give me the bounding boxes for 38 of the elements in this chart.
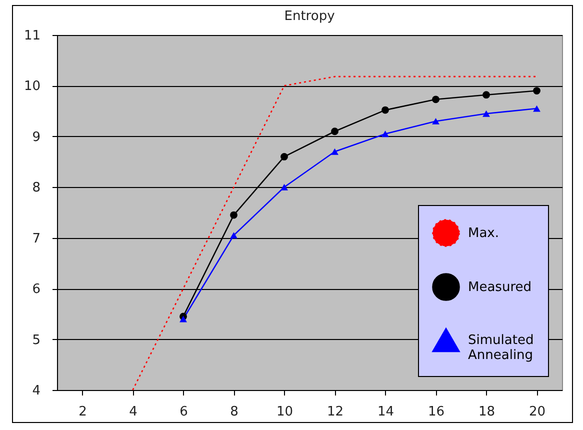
x-tick-label: 18	[478, 404, 496, 420]
legend-label: Simulated Annealing	[468, 333, 534, 363]
point	[331, 128, 338, 136]
x-tick-label: 16	[428, 404, 445, 420]
point	[280, 153, 288, 160]
line-series	[132, 76, 538, 391]
point	[280, 184, 288, 190]
y-tick-label: 7	[32, 231, 40, 246]
point	[382, 106, 389, 114]
legend-label: Max.	[468, 226, 500, 241]
x-tick-label: 6	[180, 404, 188, 420]
x-tick-label: 2	[78, 404, 87, 420]
y-tick-label: 9	[32, 130, 40, 145]
y-tick-label: 8	[32, 180, 40, 196]
chart-title: Entropy	[284, 9, 336, 24]
point	[180, 316, 187, 322]
y-tick-label: 5	[32, 332, 40, 348]
x-tick-label: 10	[276, 404, 294, 420]
point	[382, 130, 389, 138]
legend-label: Measured	[468, 280, 532, 295]
point	[533, 87, 540, 94]
x-tick-label: 8	[230, 404, 238, 420]
point	[482, 110, 490, 117]
x-tick-label: 14	[377, 404, 394, 420]
y-tick-label: 4	[32, 384, 40, 398]
point	[482, 91, 490, 99]
y-tick-label: 6	[32, 282, 40, 298]
x-tick-label: 4	[129, 404, 138, 420]
y-tick-label: 11	[24, 28, 40, 44]
x-tick-label: 20	[528, 404, 546, 420]
y-tick-label: 10	[24, 79, 40, 94]
point	[230, 232, 238, 239]
point	[230, 211, 238, 219]
point	[432, 118, 440, 124]
point	[533, 105, 540, 112]
x-tick-label: 12	[326, 404, 344, 420]
point	[432, 96, 440, 104]
point	[331, 148, 338, 155]
